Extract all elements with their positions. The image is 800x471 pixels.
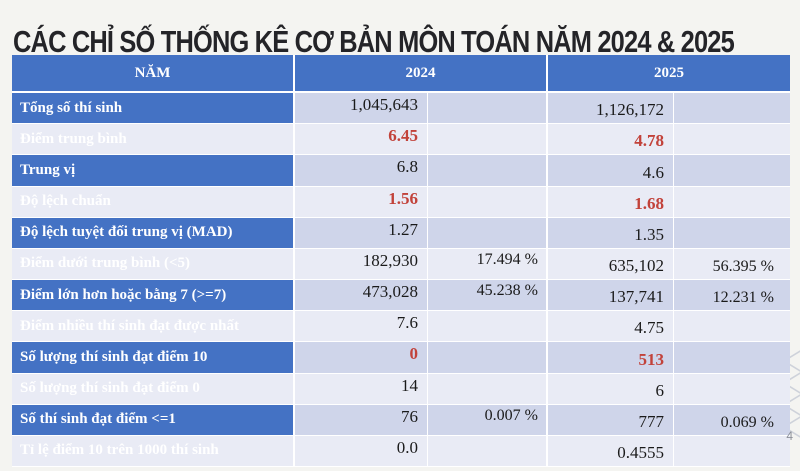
- table-row: Độ lệch tuyệt đối trung vị (MAD) 1.27 1.…: [12, 217, 790, 249]
- table-row: Điểm trung bình 6.45 4.78: [12, 124, 790, 156]
- value-2025-cell: 777: [548, 404, 674, 436]
- percent-2024-cell: [428, 373, 548, 405]
- header-cell-2025: 2025: [654, 64, 684, 81]
- value-2024-cell: 0: [295, 342, 428, 374]
- value-2025-cell: 4.78: [548, 124, 674, 156]
- row-label-cell: Tỉ lệ điểm 10 trên 1000 thí sinh: [12, 435, 295, 468]
- percent-2024-cell: [428, 311, 548, 343]
- percent-2025-cell: [674, 124, 790, 156]
- row-label-cell: Số lượng thí sinh đạt điểm 0: [12, 373, 295, 405]
- value-2024-cell: 7.6: [295, 311, 428, 343]
- value-2025-cell: 513: [548, 342, 674, 374]
- percent-2025-cell: 12.231 %: [674, 280, 790, 312]
- table-row: Số lượng thí sinh đạt điểm 0 14 6: [12, 373, 790, 405]
- table-header-row: NĂM 2024 2025: [12, 55, 790, 93]
- value-2025-cell: 4.6: [548, 155, 674, 187]
- value-2025-cell: 1.35: [548, 217, 674, 249]
- percent-2025-cell: [674, 311, 790, 343]
- value-2024-cell: 1,045,643: [295, 93, 428, 125]
- percent-2025-cell: [674, 435, 790, 468]
- value-2024-cell: 6.45: [295, 124, 428, 156]
- percent-2024-cell: [428, 186, 548, 218]
- percent-2025-cell: [674, 155, 790, 187]
- table-row: Điểm dưới trung bình (<5) 182,930 17.494…: [12, 248, 790, 281]
- row-label-cell: Điểm trung bình: [12, 124, 295, 156]
- percent-2024-cell: [428, 124, 548, 156]
- row-label-cell: Điểm nhiều thí sinh đạt được nhất: [12, 311, 295, 343]
- table-row: Điểm lớn hơn hoặc bằng 7 (>=7) 473,028 4…: [12, 280, 790, 312]
- value-2025-cell: 1.68: [548, 186, 674, 218]
- percent-2025-cell: [674, 93, 790, 125]
- percent-2025-cell: 0.069 %: [674, 404, 790, 436]
- percent-2024-cell: [428, 155, 548, 187]
- percent-2024-cell: [428, 435, 548, 468]
- percent-2024-cell: 45.238 %: [428, 280, 548, 312]
- percent-2025-cell: [674, 342, 790, 374]
- percent-2025-cell: [674, 217, 790, 249]
- table-row: Trung vị 6.8 4.6: [12, 155, 790, 187]
- value-2024-cell: 1.56: [295, 186, 428, 218]
- value-2025-cell: 1,126,172: [548, 93, 674, 125]
- percent-2025-cell: [674, 373, 790, 405]
- table-row: Tỉ lệ điểm 10 trên 1000 thí sinh 0.0 0.4…: [12, 435, 790, 468]
- percent-2024-cell: 0.007 %: [428, 404, 548, 436]
- value-2024-cell: 1.27: [295, 217, 428, 249]
- row-label-cell: Điểm dưới trung bình (<5): [12, 248, 295, 281]
- value-2025-cell: 137,741: [548, 280, 674, 312]
- header-cell-nam: NĂM: [12, 55, 295, 91]
- row-label-cell: Trung vị: [12, 155, 295, 187]
- value-2024-cell: 14: [295, 373, 428, 405]
- row-label-cell: Số thí sinh đạt điểm <=1: [12, 404, 295, 436]
- table-row: Độ lệch chuẩn 1.56 1.68: [12, 186, 790, 218]
- table-row: Tổng số thí sinh 1,045,643 1,126,172: [12, 93, 790, 125]
- row-label-cell: Điểm lớn hơn hoặc bằng 7 (>=7): [12, 280, 295, 312]
- value-2025-cell: 6: [548, 373, 674, 405]
- row-label-cell: Tổng số thí sinh: [12, 93, 295, 125]
- table-row: Điểm nhiều thí sinh đạt được nhất 7.6 4.…: [12, 311, 790, 343]
- value-2024-cell: 0.0: [295, 435, 428, 468]
- percent-2025-cell: [674, 186, 790, 218]
- percent-2025-cell: 56.395 %: [674, 248, 790, 281]
- value-2024-cell: 473,028: [295, 280, 428, 312]
- row-label-cell: Độ lệch chuẩn: [12, 186, 295, 218]
- table-row: Số lượng thí sinh đạt điểm 10 0 513: [12, 342, 790, 374]
- value-2024-cell: 76: [295, 404, 428, 436]
- stats-table: NĂM 2024 2025 Tổng số thí sinh 1,045,643…: [12, 55, 790, 468]
- slide-title: CÁC CHỈ SỐ THỐNG KÊ CƠ BẢN MÔN TOÁN NĂM …: [13, 23, 735, 59]
- header-cell-2024: 2024: [295, 55, 548, 91]
- row-label-cell: Độ lệch tuyệt đối trung vị (MAD): [12, 217, 295, 249]
- percent-2024-cell: 17.494 %: [428, 248, 548, 281]
- value-2025-cell: 4.75: [548, 311, 674, 343]
- percent-2024-cell: [428, 93, 548, 125]
- value-2024-cell: 182,930: [295, 248, 428, 281]
- value-2024-cell: 6.8: [295, 155, 428, 187]
- table-row: Số thí sinh đạt điểm <=1 76 0.007 % 777 …: [12, 404, 790, 436]
- value-2025-cell: 635,102: [548, 248, 674, 281]
- percent-2024-cell: [428, 217, 548, 249]
- percent-2024-cell: [428, 342, 548, 374]
- row-label-cell: Số lượng thí sinh đạt điểm 10: [12, 342, 295, 374]
- page-number: 4: [786, 429, 793, 443]
- value-2025-cell: 0.4555: [548, 435, 674, 468]
